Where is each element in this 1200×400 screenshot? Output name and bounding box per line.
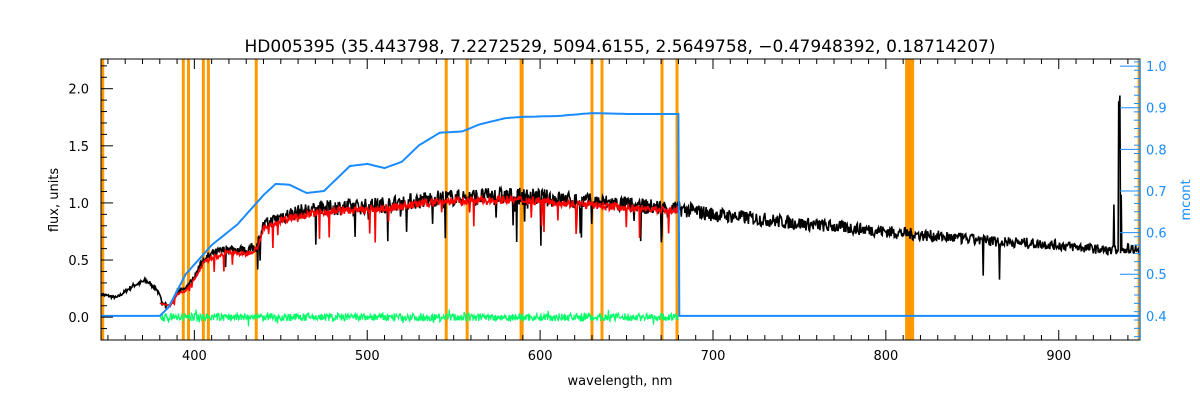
mask-line (911, 59, 915, 340)
model-flux-line (159, 193, 680, 308)
y-axis-label: flux, units (47, 168, 62, 233)
y-tick-label: 1.0 (68, 197, 89, 212)
series-group (100, 95, 1141, 327)
mask-line (909, 59, 913, 340)
y2-tick-label: 0.4 (1146, 310, 1167, 325)
x-tick-label: 700 (701, 349, 726, 364)
y2-tick-label: 0.8 (1146, 143, 1167, 158)
x-axis-label: wavelength, nm (568, 374, 673, 389)
x-tick-label: 900 (1046, 349, 1071, 364)
mask-line (101, 59, 105, 340)
mask-line (1137, 59, 1141, 340)
mask-line (905, 59, 909, 340)
x-tick-label: 800 (873, 349, 898, 364)
mask-line (206, 59, 210, 340)
mask-line (660, 59, 664, 340)
mask-line (675, 59, 679, 340)
mask-line (254, 59, 258, 340)
x-tick-label: 400 (182, 349, 207, 364)
axes: 400 500 600 700 800 900 0.0 0.5 1.0 1.5 2.0 0.4 0.5 0… (68, 58, 1167, 364)
y2-tick-label: 0.7 (1146, 185, 1167, 200)
y2-tick-label: 1.0 (1146, 60, 1167, 75)
mcont-line (101, 112, 1140, 317)
y-tick-label: 0.5 (68, 254, 89, 269)
observed-flux-line (100, 95, 1141, 309)
y2-axis-label: mcont (1179, 179, 1194, 220)
y-tick-label: 0.0 (68, 311, 89, 326)
residual-line (159, 309, 679, 327)
mask-line (186, 59, 190, 340)
y2-tick-label: 0.5 (1146, 268, 1167, 283)
y2-tick-label: 0.6 (1146, 227, 1167, 242)
chart-title: HD005395 (35.443798, 7.2272529, 5094.615… (245, 37, 996, 57)
x-tick-label: 500 (355, 349, 380, 364)
mask-line (181, 59, 185, 340)
mask-line (590, 59, 594, 340)
mask-line (907, 59, 911, 340)
y2-tick-label: 0.9 (1146, 102, 1167, 117)
x-tick-label: 600 (528, 349, 553, 364)
mask-line (201, 59, 205, 340)
y-tick-label: 2.0 (68, 83, 89, 98)
y-tick-label: 1.5 (68, 140, 89, 155)
